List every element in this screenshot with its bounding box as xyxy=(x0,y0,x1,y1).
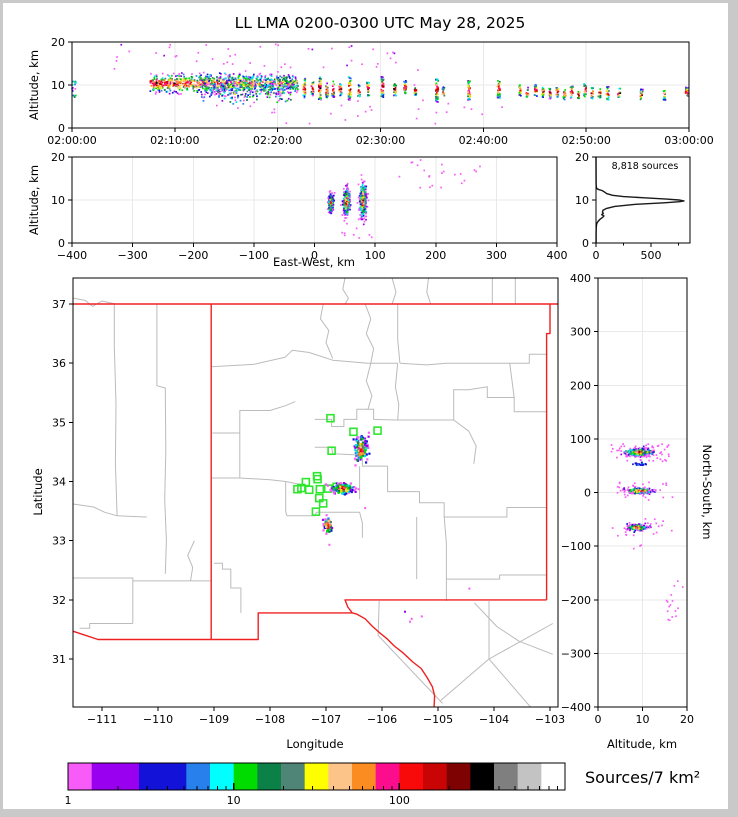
y-tick-label: 32 xyxy=(52,594,66,607)
x-tick-label: −100 xyxy=(239,249,269,262)
y-tick-label: 0 xyxy=(58,122,65,135)
y-tick-label: 33 xyxy=(52,535,66,548)
map-ylabel: Latitude xyxy=(31,468,45,515)
x-tick-label: 0 xyxy=(311,249,318,262)
y-tick-label: 20 xyxy=(51,36,65,49)
y-tick-label: −400 xyxy=(561,701,591,714)
y-tick-label: −100 xyxy=(561,540,591,553)
ew-panel-xlabel: East-West, km xyxy=(273,255,355,269)
time-scatter-points xyxy=(71,43,689,125)
ns-axes: 0 10 20 400 300 200 100 0 −100 −200 −300 −400 xyxy=(561,272,694,726)
histogram-curve xyxy=(595,156,685,243)
colorbar-label: Sources/7 km² xyxy=(585,768,700,787)
map-content xyxy=(73,278,558,707)
colorbar-segments xyxy=(68,763,566,790)
x-tick-label: −104 xyxy=(479,713,509,726)
x-tick-label: 02:30:00 xyxy=(356,134,405,147)
ew-scatter-points xyxy=(326,159,481,239)
x-tick-label: 02:40:00 xyxy=(459,134,508,147)
map-xlabel: Longitude xyxy=(286,737,343,751)
y-tick-label: −200 xyxy=(561,594,591,607)
x-tick-label: −111 xyxy=(87,713,117,726)
y-tick-label: 34 xyxy=(52,476,66,489)
time-panel-ylabel: Altitude, km xyxy=(27,50,41,120)
y-tick-label: 100 xyxy=(570,433,591,446)
x-tick-label: 02:00:00 xyxy=(47,134,96,147)
x-tick-label: −109 xyxy=(199,713,229,726)
x-tick-label: −107 xyxy=(311,713,341,726)
x-tick-label: 03:00:00 xyxy=(664,134,713,147)
x-tick-label: −110 xyxy=(143,713,173,726)
figure-background xyxy=(3,3,728,809)
y-tick-label: 37 xyxy=(52,298,66,311)
y-tick-label: 10 xyxy=(51,79,65,92)
x-tick-label: −105 xyxy=(423,713,453,726)
colorbar-frame xyxy=(67,762,566,791)
colorbar-tick-label: 100 xyxy=(389,794,410,807)
colorbar-tick-label: 1 xyxy=(65,794,72,807)
y-tick-label: 20 xyxy=(51,151,65,164)
y-tick-label: 200 xyxy=(570,379,591,392)
figure-title: LL LMA 0200-0300 UTC May 28, 2025 xyxy=(235,14,526,32)
x-tick-label: −103 xyxy=(535,713,565,726)
x-tick-label: 100 xyxy=(365,249,386,262)
ns-panel-xlabel: Altitude, km xyxy=(607,737,677,751)
lma-station-markers xyxy=(293,413,382,516)
x-tick-label: 20 xyxy=(680,713,694,726)
x-tick-label: 02:10:00 xyxy=(150,134,199,147)
y-tick-label: 10 xyxy=(575,194,589,207)
time-axes: 02:00:00 02:10:00 02:20:00 02:30:00 02:40:00… xyxy=(47,36,713,147)
y-tick-label: −300 xyxy=(561,647,591,660)
x-tick-label: 400 xyxy=(547,249,568,262)
x-tick-label: 0 xyxy=(593,249,600,262)
x-tick-label: 10 xyxy=(636,713,650,726)
x-tick-label: −300 xyxy=(118,249,148,262)
colorbar-tick-label: 10 xyxy=(227,794,241,807)
y-tick-label: 300 xyxy=(570,326,591,339)
x-tick-label: −108 xyxy=(255,713,285,726)
map-flash-points xyxy=(321,431,471,623)
histogram-source-count: 8,818 sources xyxy=(612,161,679,172)
x-tick-label: 500 xyxy=(640,249,661,262)
x-tick-label: 02:50:00 xyxy=(561,134,610,147)
ew-panel-ylabel: Altitude, km xyxy=(27,165,41,235)
x-tick-label: −200 xyxy=(178,249,208,262)
y-tick-label: 0 xyxy=(58,237,65,250)
y-tick-label: 35 xyxy=(52,416,66,429)
y-tick-label: 36 xyxy=(52,357,66,370)
x-tick-label: 300 xyxy=(486,249,507,262)
x-tick-label: 0 xyxy=(595,713,602,726)
x-tick-label: 200 xyxy=(425,249,446,262)
y-tick-label: 10 xyxy=(51,194,65,207)
county-boundaries xyxy=(73,278,554,707)
histogram-axes: 0 500 0 10 20 xyxy=(575,151,691,262)
x-tick-label: −106 xyxy=(367,713,397,726)
x-tick-label: −400 xyxy=(57,249,87,262)
x-tick-label: 02:20:00 xyxy=(253,134,302,147)
ns-scatter-points xyxy=(610,443,684,622)
state-boundaries xyxy=(73,303,558,707)
map-axes: −111 −110 −109 −108 −107 −106 −105 −104 −103 31 32… xyxy=(52,277,565,726)
ew-axes: −400 −300 −200 −100 0 100 200 300 400 0 10 20 xyxy=(51,151,568,262)
y-tick-label: 0 xyxy=(584,487,591,500)
ns-panel-ylabel: North-South, km xyxy=(700,445,714,540)
y-tick-label: 0 xyxy=(582,237,589,250)
y-tick-label: 400 xyxy=(570,272,591,285)
y-tick-label: 20 xyxy=(575,151,589,164)
y-tick-label: 31 xyxy=(52,653,66,666)
